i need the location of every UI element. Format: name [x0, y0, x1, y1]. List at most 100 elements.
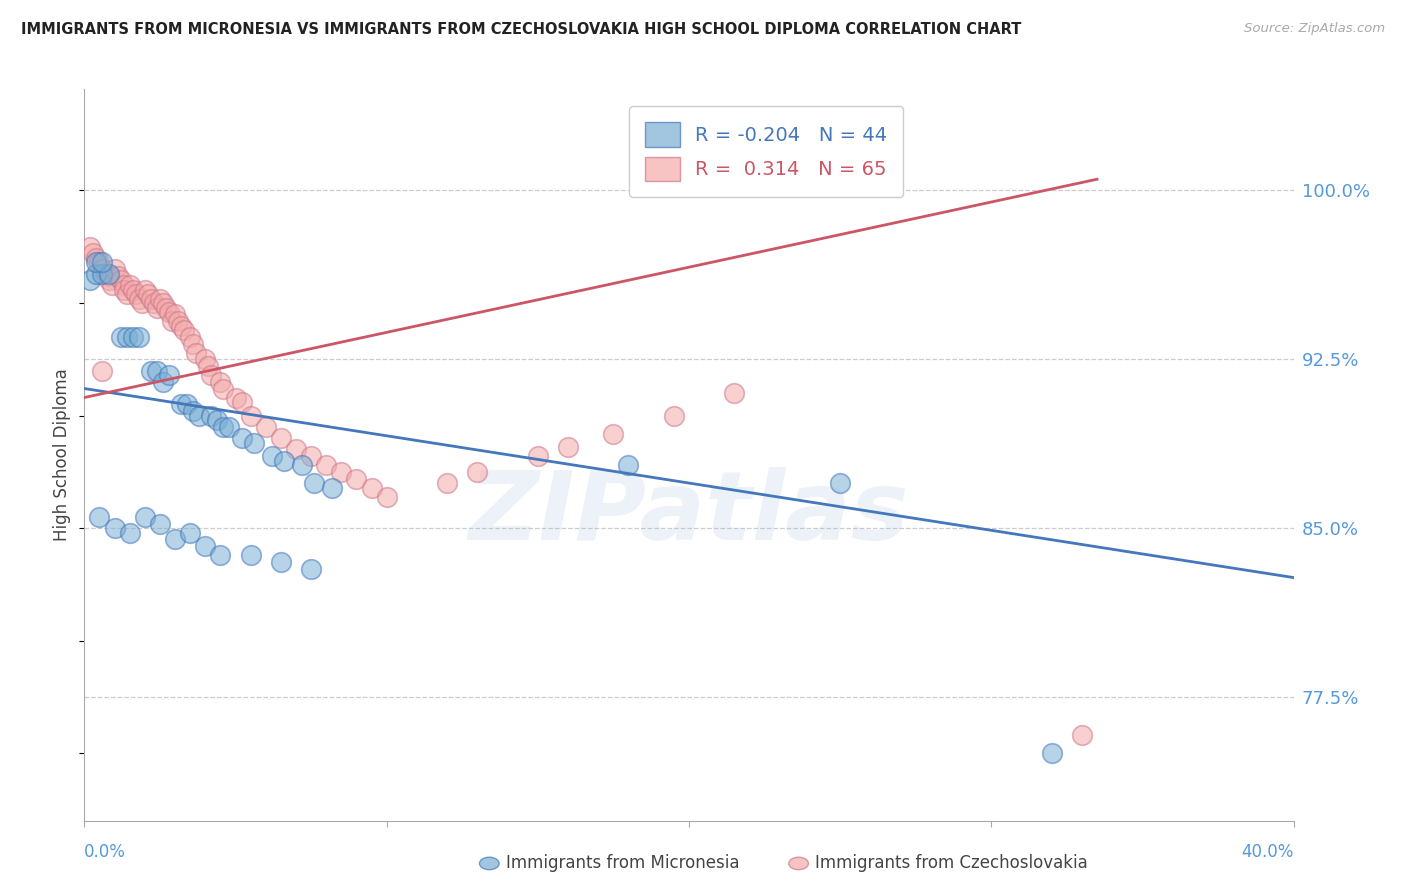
Point — [82, 246, 104, 260]
Point — [86, 255, 108, 269]
Point — [94, 267, 117, 281]
Point — [270, 431, 292, 445]
Point — [107, 268, 129, 283]
Point — [315, 458, 337, 472]
Point — [91, 363, 114, 377]
Text: 40.0%: 40.0% — [1241, 843, 1294, 861]
Point — [173, 323, 195, 337]
Point — [1040, 746, 1063, 760]
Point — [181, 404, 204, 418]
Point — [91, 255, 114, 269]
Point — [527, 449, 550, 463]
Point — [112, 278, 135, 293]
Point — [436, 476, 458, 491]
Point — [86, 267, 108, 281]
Point — [125, 287, 148, 301]
Point — [167, 314, 190, 328]
Point — [360, 481, 382, 495]
Point — [617, 458, 640, 472]
Point — [467, 465, 489, 479]
Point — [179, 525, 201, 540]
Point — [121, 283, 143, 297]
Point — [104, 521, 127, 535]
Point — [79, 240, 101, 254]
Point — [139, 292, 162, 306]
Point — [212, 419, 235, 434]
Text: ZIPatlas: ZIPatlas — [468, 467, 910, 560]
Point — [86, 251, 108, 265]
Point — [157, 368, 180, 382]
Point — [112, 283, 135, 297]
Point — [110, 330, 132, 344]
Point — [97, 267, 120, 281]
Text: Immigrants from Micronesia: Immigrants from Micronesia — [506, 855, 740, 872]
Point — [89, 255, 111, 269]
Point — [97, 268, 120, 283]
Text: IMMIGRANTS FROM MICRONESIA VS IMMIGRANTS FROM CZECHOSLOVAKIA HIGH SCHOOL DIPLOMA: IMMIGRANTS FROM MICRONESIA VS IMMIGRANTS… — [21, 22, 1022, 37]
Point — [302, 476, 325, 491]
Point — [330, 465, 353, 479]
Y-axis label: High School Diploma: High School Diploma — [53, 368, 72, 541]
Point — [254, 419, 277, 434]
Point — [662, 409, 685, 423]
Point — [346, 471, 368, 485]
Point — [270, 555, 292, 569]
Point — [209, 548, 232, 562]
Point — [157, 305, 180, 319]
Point — [231, 395, 253, 409]
Point — [375, 490, 398, 504]
Point — [104, 262, 127, 277]
Point — [115, 287, 138, 301]
Point — [146, 301, 169, 315]
Point — [197, 359, 219, 373]
Point — [194, 352, 217, 367]
Point — [79, 273, 101, 287]
Point — [830, 476, 852, 491]
Point — [321, 481, 343, 495]
Point — [188, 409, 211, 423]
Text: Source: ZipAtlas.com: Source: ZipAtlas.com — [1244, 22, 1385, 36]
Point — [118, 278, 141, 293]
Point — [299, 561, 322, 575]
Point — [200, 368, 222, 382]
Point — [239, 409, 262, 423]
Point — [212, 382, 235, 396]
Point — [128, 292, 150, 306]
Point — [91, 262, 114, 277]
Point — [118, 525, 141, 540]
Point — [149, 516, 172, 531]
Point — [115, 330, 138, 344]
Legend: R = -0.204   N = 44, R =  0.314   N = 65: R = -0.204 N = 44, R = 0.314 N = 65 — [628, 106, 903, 197]
Point — [225, 391, 247, 405]
Point — [723, 386, 745, 401]
Point — [200, 409, 222, 423]
Point — [136, 287, 159, 301]
Point — [285, 442, 308, 457]
Point — [91, 267, 114, 281]
Point — [160, 314, 183, 328]
Point — [181, 336, 204, 351]
Point — [194, 539, 217, 553]
Point — [242, 435, 264, 450]
Point — [146, 363, 169, 377]
Point — [299, 449, 322, 463]
Point — [176, 397, 198, 411]
Point — [142, 296, 165, 310]
Text: Immigrants from Czechoslovakia: Immigrants from Czechoslovakia — [815, 855, 1088, 872]
Point — [165, 307, 187, 321]
Point — [170, 397, 193, 411]
Point — [121, 330, 143, 344]
Point — [179, 330, 201, 344]
Point — [273, 453, 295, 467]
Point — [239, 548, 262, 562]
Point — [110, 273, 132, 287]
Point — [209, 375, 232, 389]
Point — [155, 301, 177, 315]
Point — [152, 296, 174, 310]
Point — [134, 283, 156, 297]
Point — [170, 318, 193, 333]
Point — [128, 330, 150, 344]
Point — [291, 458, 314, 472]
Point — [207, 413, 229, 427]
Point — [149, 292, 172, 306]
